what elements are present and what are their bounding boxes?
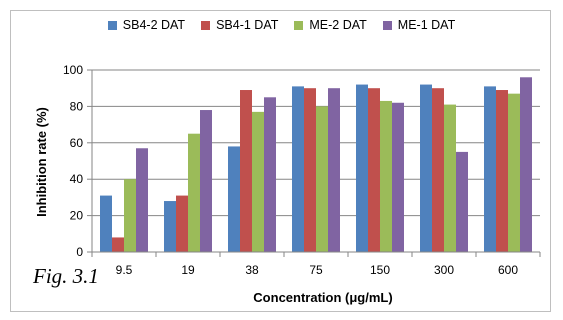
legend-item-sb4-1: SB4-1 DAT bbox=[201, 18, 278, 32]
legend-label-me-1: ME-1 DAT bbox=[397, 18, 456, 32]
legend-label-me-2: ME-2 DAT bbox=[309, 18, 367, 32]
bar-sb4-2-dat-600 bbox=[484, 86, 496, 252]
y-tick-label-100: 100 bbox=[63, 63, 83, 77]
bar-me-1-dat-9.5 bbox=[136, 148, 148, 252]
y-tick-label-80: 80 bbox=[70, 99, 84, 113]
y-tick-label-0: 0 bbox=[76, 245, 83, 259]
legend-swatch-sb4-1 bbox=[201, 20, 211, 30]
legend-item-sb4-2: SB4-2 DAT bbox=[107, 18, 186, 32]
figure-caption: Fig. 3.1 bbox=[33, 264, 99, 288]
bar-me-2-dat-150 bbox=[380, 100, 392, 252]
bar-sb4-2-dat-38 bbox=[228, 146, 240, 252]
bar-me-1-dat-600 bbox=[520, 77, 532, 252]
x-tick-label-600: 600 bbox=[498, 263, 518, 277]
legend-label-sb4-1: SB4-1 DAT bbox=[216, 18, 279, 32]
bar-me-2-dat-38 bbox=[252, 111, 264, 252]
legend-swatch-sb4-2 bbox=[107, 20, 117, 30]
x-axis-label: Concentration (μg/mL) bbox=[253, 290, 392, 305]
legend-swatch-me-2 bbox=[294, 20, 304, 30]
bar-me-1-dat-38 bbox=[264, 97, 276, 252]
legend-label-sb4-2: SB4-2 DAT bbox=[122, 18, 186, 32]
bar-sb4-1-dat-300 bbox=[432, 88, 444, 252]
bar-sb4-1-dat-9.5 bbox=[112, 237, 124, 252]
x-tick-label-300: 300 bbox=[434, 263, 454, 277]
x-tick-label-19: 19 bbox=[181, 263, 195, 277]
x-tick-label-150: 150 bbox=[370, 263, 390, 277]
bar-sb4-2-dat-150 bbox=[356, 84, 368, 252]
y-tick-label-60: 60 bbox=[70, 136, 84, 150]
y-tick-label-20: 20 bbox=[70, 209, 84, 223]
bar-sb4-1-dat-38 bbox=[240, 90, 252, 253]
tick-labels: 0 20 40 60 80 100 9.5 19 38 75 150 300 600 bbox=[63, 63, 518, 277]
bar-me-2-dat-75 bbox=[316, 106, 328, 253]
bar-me-1-dat-150 bbox=[392, 102, 404, 252]
x-tick-label-38: 38 bbox=[245, 263, 259, 277]
legend-item-me-2: ME-2 DAT bbox=[294, 18, 367, 32]
x-tick-label-75: 75 bbox=[309, 263, 323, 277]
bar-me-2-dat-9.5 bbox=[124, 179, 136, 252]
bar-sb4-1-dat-600 bbox=[496, 90, 508, 253]
bar-sb4-1-dat-19 bbox=[176, 195, 188, 252]
x-tick-label-9.5: 9.5 bbox=[116, 263, 133, 277]
legend-item-me-1: ME-1 DAT bbox=[382, 18, 456, 32]
y-tick-label-40: 40 bbox=[70, 172, 84, 186]
legend-swatch-me-1 bbox=[382, 20, 392, 30]
bar-me-1-dat-19 bbox=[200, 110, 212, 252]
bar-sb4-2-dat-9.5 bbox=[100, 195, 112, 252]
y-axis-label: Inhibition rate (%) bbox=[34, 107, 49, 217]
axes bbox=[87, 69, 541, 257]
bar-me-2-dat-19 bbox=[188, 133, 200, 252]
bar-me-1-dat-300 bbox=[456, 151, 468, 252]
bar-sb4-1-dat-75 bbox=[304, 88, 316, 252]
bar-sb4-2-dat-19 bbox=[164, 201, 176, 252]
bar-sb4-2-dat-300 bbox=[420, 84, 432, 252]
bars bbox=[100, 77, 532, 253]
bar-sb4-1-dat-150 bbox=[368, 88, 380, 252]
bar-me-2-dat-600 bbox=[508, 93, 520, 252]
legend: SB4-2 DAT SB4-1 DAT ME-2 DAT ME-1 DAT bbox=[0, 18, 563, 32]
bar-sb4-2-dat-75 bbox=[292, 86, 304, 252]
bar-me-2-dat-300 bbox=[444, 104, 456, 252]
bar-me-1-dat-75 bbox=[328, 88, 340, 252]
